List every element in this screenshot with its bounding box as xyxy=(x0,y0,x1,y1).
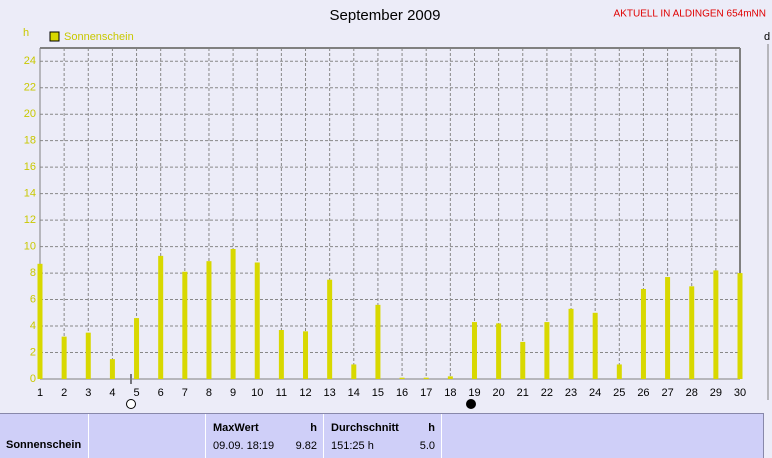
bar xyxy=(182,271,188,379)
max-time: 09.09. 18:19 xyxy=(213,440,275,452)
avg-unit: h xyxy=(428,422,435,434)
x-tick-label: 18 xyxy=(444,387,456,399)
bar xyxy=(447,376,453,379)
x-tick-label: 27 xyxy=(661,387,673,399)
bar xyxy=(689,286,695,379)
y-tick-label: 4 xyxy=(30,320,36,332)
x-tick-label: 12 xyxy=(299,387,311,399)
x-tick-label: 9 xyxy=(230,387,236,399)
bar xyxy=(230,248,236,379)
row-label-cell: Sonnenschein xyxy=(0,414,88,458)
bar xyxy=(471,322,477,379)
bar xyxy=(158,255,164,379)
x-tick-label: 13 xyxy=(324,387,336,399)
bar xyxy=(278,330,284,379)
y-tick-label: 22 xyxy=(24,82,36,94)
x-tick-label: 8 xyxy=(206,387,212,399)
y-tick-label: 10 xyxy=(24,241,36,253)
stats-table: Sonnenschein MaxWert h 09.09. 18:19 9.82… xyxy=(0,413,764,458)
y-tick-label: 6 xyxy=(30,293,36,305)
y-tick-label: 14 xyxy=(24,188,36,200)
empty-cell xyxy=(441,414,764,458)
moon-full xyxy=(126,399,136,409)
bar xyxy=(85,332,91,379)
right-axis-label: d xyxy=(764,31,770,43)
y-tick-label: 12 xyxy=(24,214,36,226)
bar xyxy=(303,331,309,379)
bar xyxy=(737,273,743,379)
row-label: Sonnenschein xyxy=(6,439,82,451)
x-tick-label: 23 xyxy=(565,387,577,399)
chart-title: September 2009 xyxy=(330,7,441,24)
avg-cell: Durchschnitt h 151:25 h 5.0 xyxy=(323,414,441,458)
y-tick-label: 24 xyxy=(24,55,36,67)
x-tick-label: 20 xyxy=(492,387,504,399)
x-tick-label: 24 xyxy=(589,387,601,399)
max-header: MaxWert xyxy=(213,422,259,434)
bar xyxy=(254,262,260,379)
x-tick-label: 3 xyxy=(85,387,91,399)
x-tick-label: 7 xyxy=(182,387,188,399)
bar xyxy=(375,304,381,379)
x-tick-label: 30 xyxy=(734,387,746,399)
x-tick-label: 6 xyxy=(158,387,164,399)
bar xyxy=(37,263,43,379)
x-tick-label: 5 xyxy=(133,387,139,399)
bar xyxy=(423,377,429,379)
bar xyxy=(399,377,405,379)
y-tick-label: 20 xyxy=(24,108,36,120)
bar xyxy=(568,308,574,379)
x-tick-label: 25 xyxy=(613,387,625,399)
y-tick-label: 8 xyxy=(30,267,36,279)
avg-value: 5.0 xyxy=(419,440,435,452)
legend-swatch xyxy=(49,31,60,42)
x-tick-label: 17 xyxy=(420,387,432,399)
moon-new xyxy=(466,399,476,409)
x-tick-label: 1 xyxy=(37,387,43,399)
legend-label: Sonnenschein xyxy=(64,31,134,43)
bar xyxy=(109,359,115,379)
max-value: 9.82 xyxy=(295,440,317,452)
bar xyxy=(544,322,550,379)
station-label: AKTUELL IN ALDINGEN 654mNN xyxy=(614,9,766,20)
bar xyxy=(520,341,526,379)
x-tick-label: 10 xyxy=(251,387,263,399)
bar xyxy=(206,261,212,379)
bar xyxy=(713,270,719,379)
x-tick-label: 19 xyxy=(468,387,480,399)
x-tick-label: 26 xyxy=(637,387,649,399)
x-tick-label: 21 xyxy=(517,387,529,399)
x-tick-label: 14 xyxy=(348,387,360,399)
x-tick-label: 15 xyxy=(372,387,384,399)
bar xyxy=(665,277,671,379)
y-tick-label: 0 xyxy=(30,373,36,385)
x-tick-label: 28 xyxy=(686,387,698,399)
chart: September 2009 AKTUELL IN ALDINGEN 654mN… xyxy=(23,7,770,409)
y-tick-label: 18 xyxy=(24,135,36,147)
x-tick-label: 4 xyxy=(109,387,115,399)
y-tick-label: 16 xyxy=(24,161,36,173)
max-cell: MaxWert h 09.09. 18:19 9.82 xyxy=(205,414,323,458)
bar xyxy=(61,336,67,379)
bar xyxy=(616,364,622,379)
max-unit: h xyxy=(310,422,317,434)
bar xyxy=(640,288,646,379)
x-tick-label: 29 xyxy=(710,387,722,399)
avg-header: Durchschnitt xyxy=(331,422,399,434)
y-axis-label: h xyxy=(23,27,29,39)
bar xyxy=(327,279,333,379)
x-tick-label: 11 xyxy=(276,387,287,399)
x-tick-label: 22 xyxy=(541,387,553,399)
y-tick-label: 2 xyxy=(30,346,36,358)
x-tick-label: 16 xyxy=(396,387,408,399)
empty-cell xyxy=(88,414,205,458)
avg-total: 151:25 h xyxy=(331,440,374,452)
bar xyxy=(351,364,357,379)
bar xyxy=(592,312,598,379)
bar xyxy=(134,318,140,379)
bar xyxy=(496,323,502,379)
x-tick-label: 2 xyxy=(61,387,67,399)
